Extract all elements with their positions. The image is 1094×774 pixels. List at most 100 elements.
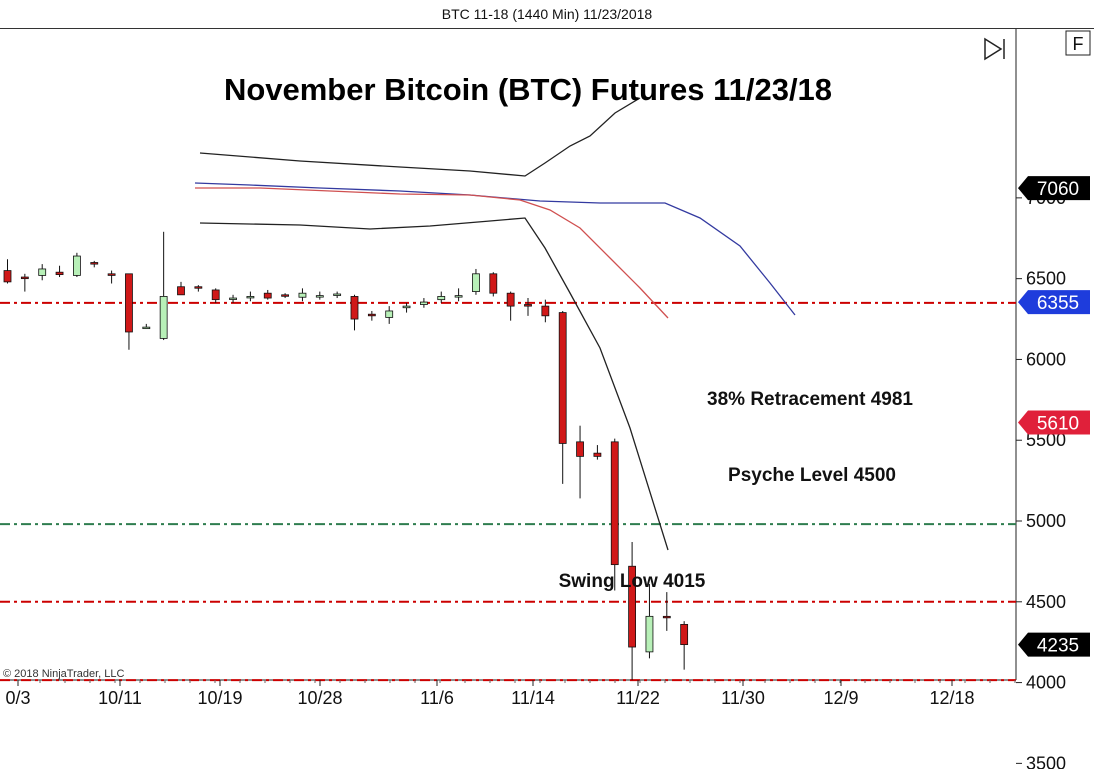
candle-body <box>489 273 498 294</box>
mid-average-line <box>194 182 796 316</box>
candle[interactable] <box>506 291 515 321</box>
candle[interactable] <box>333 291 342 299</box>
candle-body <box>125 273 133 333</box>
y-tick-label: 6500 <box>1026 269 1066 289</box>
price-marker-6355: 6355 <box>1018 290 1090 315</box>
candle-body <box>610 441 619 566</box>
candle-body <box>177 286 185 296</box>
x-tick-label: 0/3 <box>5 688 30 708</box>
candle-body <box>593 452 602 457</box>
candle[interactable] <box>402 302 411 313</box>
y-tick-label: 5500 <box>1026 430 1066 450</box>
f-button[interactable]: F <box>1065 30 1091 56</box>
candle-body <box>38 268 47 276</box>
fast-average-line <box>195 187 669 319</box>
scroll-to-end-icon[interactable] <box>984 37 1005 61</box>
candle-body <box>298 292 307 298</box>
candle[interactable] <box>73 252 81 278</box>
candle-body <box>211 289 220 301</box>
candle-body <box>385 310 394 318</box>
candle[interactable] <box>645 584 654 659</box>
candle-body <box>541 305 550 317</box>
candle-body <box>680 624 689 646</box>
candle[interactable] <box>472 268 480 295</box>
candle[interactable] <box>385 306 394 324</box>
candle[interactable] <box>281 293 290 299</box>
candle-body <box>524 304 532 307</box>
candle[interactable] <box>3 259 12 284</box>
candle[interactable] <box>159 231 168 341</box>
candle[interactable] <box>489 272 498 297</box>
candle[interactable] <box>350 294 359 331</box>
y-tick-label: 4000 <box>1026 673 1066 693</box>
candle-body <box>142 326 151 330</box>
candle-body <box>20 276 29 280</box>
candle[interactable] <box>90 260 99 268</box>
candle-body <box>90 262 99 265</box>
candle[interactable] <box>454 288 463 302</box>
candle[interactable] <box>524 298 532 316</box>
candle[interactable] <box>263 289 272 300</box>
candle-body <box>367 313 376 317</box>
candle-body <box>107 273 116 276</box>
candle[interactable] <box>298 288 307 302</box>
upper-band-line <box>199 97 641 177</box>
candle[interactable] <box>55 265 64 278</box>
candle-body <box>558 312 567 444</box>
candle[interactable] <box>142 323 151 330</box>
candle[interactable] <box>558 310 567 484</box>
candle[interactable] <box>593 445 602 460</box>
candle-body <box>55 271 64 276</box>
candle[interactable] <box>38 264 47 281</box>
level-label-3: Swing Low 4015 <box>559 571 706 592</box>
candle[interactable] <box>437 291 446 303</box>
candle[interactable] <box>229 294 237 303</box>
y-tick-label: 3500 <box>1026 753 1066 769</box>
price-marker-label: 7060 <box>1037 179 1079 200</box>
candle[interactable] <box>177 281 185 296</box>
candle[interactable] <box>610 438 619 591</box>
candle[interactable] <box>541 299 550 323</box>
candle[interactable] <box>662 592 671 631</box>
candle-body <box>437 296 446 301</box>
x-tick-label: 12/18 <box>929 688 974 708</box>
candle[interactable] <box>125 273 133 350</box>
candle-body <box>333 293 342 296</box>
chart-panel[interactable]: 35004000450050005500600065007000 0/310/1… <box>0 28 1094 773</box>
candle[interactable] <box>628 542 636 681</box>
price-marker-label: 5610 <box>1037 413 1079 434</box>
candle[interactable] <box>419 298 428 308</box>
candle-body <box>419 301 428 305</box>
candle-body <box>3 270 12 283</box>
y-tick-label: 5000 <box>1026 511 1066 531</box>
candle-body <box>281 294 290 297</box>
candle-body <box>194 286 203 289</box>
candle[interactable] <box>246 291 255 302</box>
candle[interactable] <box>576 425 584 499</box>
y-tick-label: 4500 <box>1026 592 1066 612</box>
level-label-1: 38% Retracement 4981 <box>707 389 913 410</box>
price-chart[interactable]: 35004000450050005500600065007000 0/310/1… <box>0 28 1094 773</box>
price-marker-label: 6355 <box>1037 293 1079 314</box>
price-marker-7060: 7060 <box>1018 176 1090 201</box>
candle[interactable] <box>107 270 116 284</box>
candle-body <box>350 296 359 320</box>
candle-body <box>315 295 324 298</box>
price-marker-4235: 4235 <box>1018 632 1090 657</box>
candle[interactable] <box>211 288 220 303</box>
candle-body <box>576 441 584 457</box>
candle-body <box>454 295 463 298</box>
x-tick-label: 11/22 <box>616 688 660 708</box>
candle[interactable] <box>315 291 324 300</box>
candle[interactable] <box>680 621 689 670</box>
x-tick-label: 11/14 <box>511 688 555 708</box>
price-marker-label: 4235 <box>1037 636 1079 657</box>
x-tick-label: 10/19 <box>197 688 242 708</box>
candle[interactable] <box>367 310 376 321</box>
level-label-2: Psyche Level 4500 <box>728 465 896 486</box>
x-tick-label: 10/28 <box>297 688 342 708</box>
candle-body <box>662 615 671 619</box>
candle[interactable] <box>20 273 29 292</box>
candle-body <box>73 255 81 276</box>
candle[interactable] <box>194 285 203 292</box>
